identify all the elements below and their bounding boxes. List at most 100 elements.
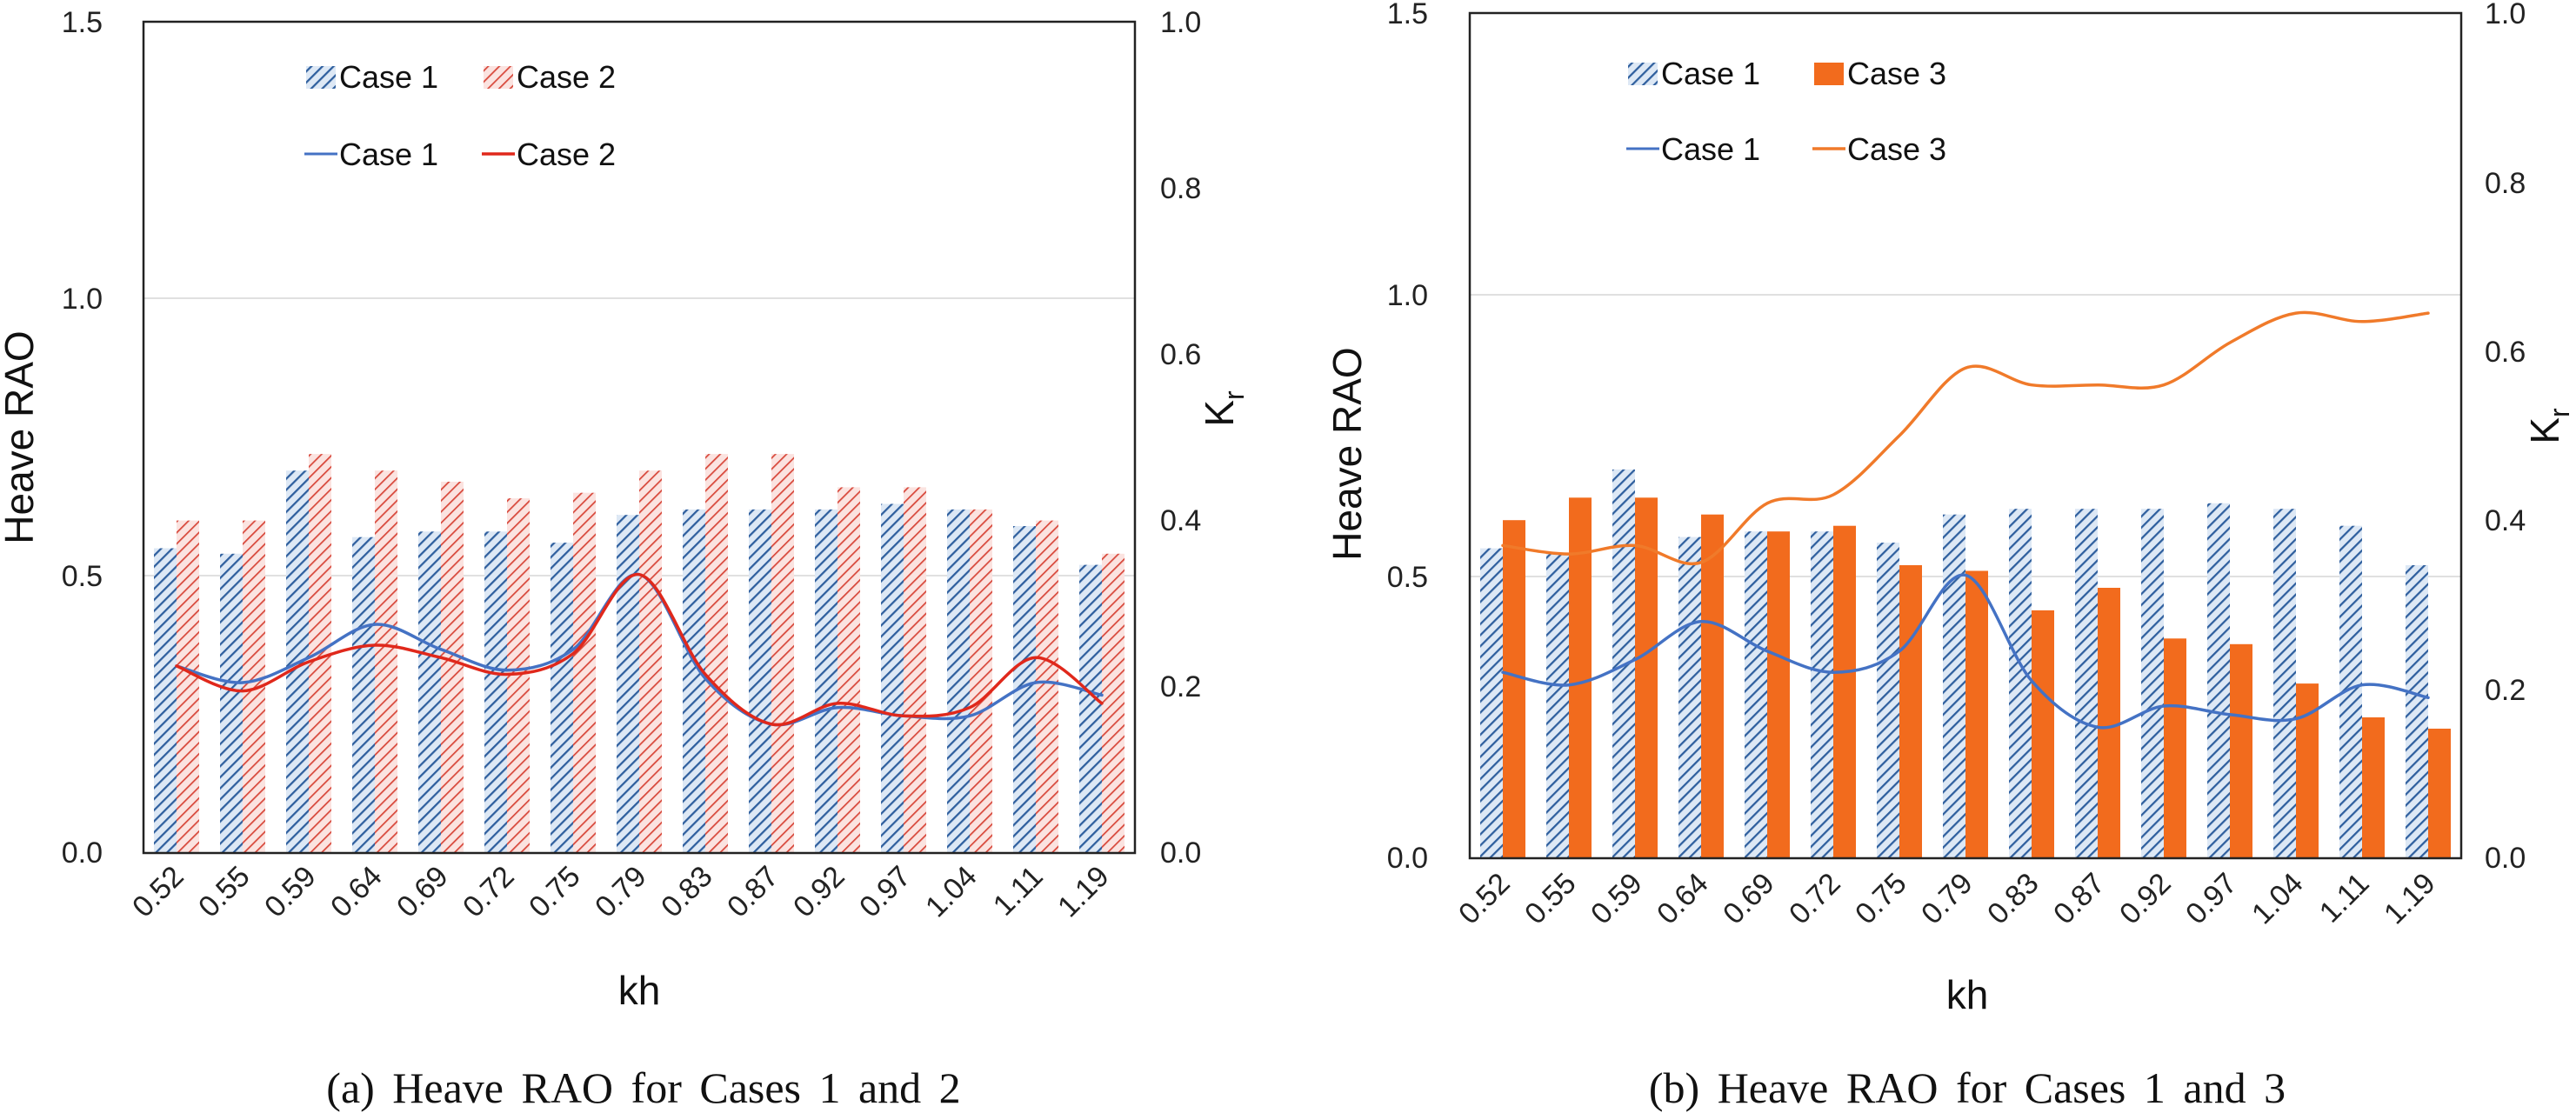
- chart-b-bar-case1-0.52: [1480, 548, 1503, 858]
- chart-b-y2tick-0.8: 0.8: [2485, 167, 2526, 200]
- chart-a-legend: Case 1 Case 2 Case 1 Case 2: [304, 59, 616, 172]
- chart-a-xtick-1.11: 1.11: [987, 860, 1050, 923]
- chart-b-bar-case1-0.79: [1943, 514, 1965, 858]
- chart-b-xtick-0.55: 0.55: [1518, 867, 1583, 931]
- chart-a-xtick-0.52: 0.52: [126, 860, 190, 924]
- chart-b-bar-case3-0.52: [1503, 520, 1525, 858]
- chart-b-xtick-0.69: 0.69: [1717, 867, 1781, 931]
- chart-b-legend-swatch-case3-bar: [1814, 63, 1844, 85]
- chart-a-bar-case2-0.52: [177, 520, 199, 853]
- chart-a-bar-case2-0.79: [639, 470, 662, 853]
- chart-b-legend-label-case1-line: Case 1: [1661, 131, 1760, 167]
- chart-b-xtick-0.52: 0.52: [1452, 867, 1517, 931]
- chart-b-lines: [1501, 310, 2430, 730]
- chart-a-bar-case2-1.11: [1036, 520, 1058, 853]
- chart-b-xtick-1.19: 1.19: [2378, 867, 2442, 931]
- chart-b-xtick-0.87: 0.87: [2047, 867, 2112, 931]
- chart-a-xtick-0.59: 0.59: [258, 860, 323, 924]
- chart-b-bar-case3-0.83: [2032, 610, 2054, 858]
- chart-a-ytick-1.5: 1.5: [62, 6, 103, 39]
- chart-b-bar-case3-1.11: [2362, 717, 2385, 858]
- chart-a-y2label: Kr: [1197, 390, 1250, 427]
- chart-b-bar-case1-0.97: [2207, 503, 2230, 858]
- chart-a-bar-case1-0.83: [683, 509, 705, 853]
- chart-a-bar-case1-0.64: [352, 537, 375, 853]
- chart-b-y2tick-1.0: 1.0: [2485, 0, 2526, 30]
- chart-a-legend-swatch-case2-bar: [484, 66, 513, 89]
- chart-a: 1.5 1.0 0.5 0.0 1.0 0.8 0.6 0.4 0.2 0.0 …: [0, 6, 1250, 1112]
- chart-a-lines: [175, 572, 1104, 727]
- chart-a-bar-case2-0.75: [573, 492, 596, 853]
- chart-b-bar-case1-0.75: [1877, 543, 1899, 858]
- chart-a-legend-label-case2-bar: Case 2: [517, 59, 616, 95]
- chart-a-bar-case1-1.04: [947, 509, 970, 853]
- chart-a-legend-label-case2-line: Case 2: [517, 137, 616, 172]
- chart-b-xtick-0.83: 0.83: [1981, 867, 2045, 931]
- chart-b-legend: Case 1 Case 3 Case 1 Case 3: [1626, 56, 1946, 167]
- chart-b-bar-case3-1.04: [2296, 683, 2319, 858]
- chart-a-bar-case2-0.92: [838, 487, 860, 853]
- chart-a-bar-case2-0.83: [705, 454, 728, 853]
- chart-a-bar-case2-1.04: [970, 509, 992, 853]
- chart-a-bar-case1-0.97: [881, 503, 904, 853]
- chart-a-legend-label-case1-bar: Case 1: [339, 59, 438, 95]
- chart-b-bar-case1-0.69: [1745, 531, 1767, 858]
- chart-b-caption: (b) Heave RAO for Cases 1 and 3: [1649, 1063, 2286, 1112]
- chart-a-y2tick-0.2: 0.2: [1160, 670, 1201, 703]
- chart-b-bar-case1-0.87: [2075, 509, 2098, 858]
- chart-b-bar-case3-0.79: [1965, 570, 1988, 858]
- chart-a-bar-case1-0.69: [418, 531, 441, 853]
- chart-a-xtick-0.64: 0.64: [324, 860, 389, 924]
- chart-b-bar-case3-0.55: [1569, 497, 1592, 858]
- chart-b-bar-case1-0.72: [1811, 531, 1833, 858]
- chart-a-bar-case1-0.92: [815, 509, 838, 853]
- chart-b-xlabel: kh: [1946, 972, 1989, 1017]
- chart-b-legend-swatch-case1-bar: [1628, 63, 1658, 85]
- chart-b-bars: [1480, 469, 2451, 858]
- chart-a-xtick-0.69: 0.69: [390, 860, 455, 924]
- chart-a-y2tick-0.4: 0.4: [1160, 504, 1201, 537]
- chart-b-bar-case3-0.59: [1635, 497, 1658, 858]
- chart-b-bar-case3-0.97: [2230, 643, 2252, 858]
- chart-a-y2tick-0.6: 0.6: [1160, 338, 1201, 371]
- chart-b-ytick-1.5: 1.5: [1387, 0, 1428, 30]
- chart-b-bar-case1-0.64: [1678, 537, 1701, 858]
- chart-b-xtick-0.72: 0.72: [1783, 867, 1847, 931]
- chart-b-bar-case1-1.19: [2406, 565, 2428, 858]
- chart-a-bar-case1-0.75: [551, 543, 573, 853]
- chart-a-y2tick-1.0: 1.0: [1160, 6, 1201, 39]
- chart-a-xtick-0.87: 0.87: [721, 860, 785, 924]
- chart-a-bar-case1-1.19: [1079, 564, 1102, 853]
- chart-a-bars: [154, 454, 1124, 853]
- chart-a-bar-case1-0.87: [749, 509, 771, 853]
- chart-b-line-case3: [1501, 310, 2430, 566]
- chart-b-bar-case1-0.55: [1546, 554, 1569, 858]
- chart-a-xtick-0.75: 0.75: [523, 860, 587, 924]
- chart-a-xtick-1.19: 1.19: [1051, 860, 1116, 924]
- chart-a-xticks: 0.52 0.55 0.59 0.64 0.69 0.72 0.75 0.79 0.83 0.87…: [126, 860, 1116, 924]
- chart-b-y2tick-0.6: 0.6: [2485, 336, 2526, 369]
- chart-b-y2tick-0.4: 0.4: [2485, 504, 2526, 537]
- chart-b-ytick-0.5: 0.5: [1387, 561, 1428, 594]
- chart-a-y2label-sub: r: [1218, 390, 1250, 400]
- chart-a-bar-case1-0.72: [484, 531, 507, 853]
- chart-a-bar-case2-0.64: [375, 470, 397, 853]
- chart-a-bar-case2-0.97: [904, 487, 926, 853]
- chart-b-bar-case3-0.75: [1899, 565, 1922, 858]
- chart-b-bar-case1-0.92: [2141, 509, 2164, 858]
- chart-b-xtick-0.92: 0.92: [2113, 867, 2178, 931]
- chart-a-ytick-0.0: 0.0: [62, 836, 103, 870]
- chart-a-y2label-main: K: [1197, 400, 1242, 427]
- chart-a-y2tick-0.8: 0.8: [1160, 172, 1201, 205]
- chart-b-y2label-main: K: [2522, 417, 2567, 444]
- chart-b-y2label-sub: r: [2544, 408, 2575, 417]
- chart-a-bar-case2-1.19: [1102, 553, 1124, 853]
- chart-a-y2tick-0.0: 0.0: [1160, 836, 1201, 870]
- chart-b-xtick-0.59: 0.59: [1585, 867, 1649, 931]
- chart-a-xtick-0.97: 0.97: [853, 860, 918, 924]
- chart-a-line-case2: [175, 572, 1104, 727]
- chart-a-bar-case2-0.87: [771, 454, 794, 853]
- chart-b-ytick-1.0: 1.0: [1387, 279, 1428, 312]
- chart-a-bar-case2-0.69: [441, 482, 464, 853]
